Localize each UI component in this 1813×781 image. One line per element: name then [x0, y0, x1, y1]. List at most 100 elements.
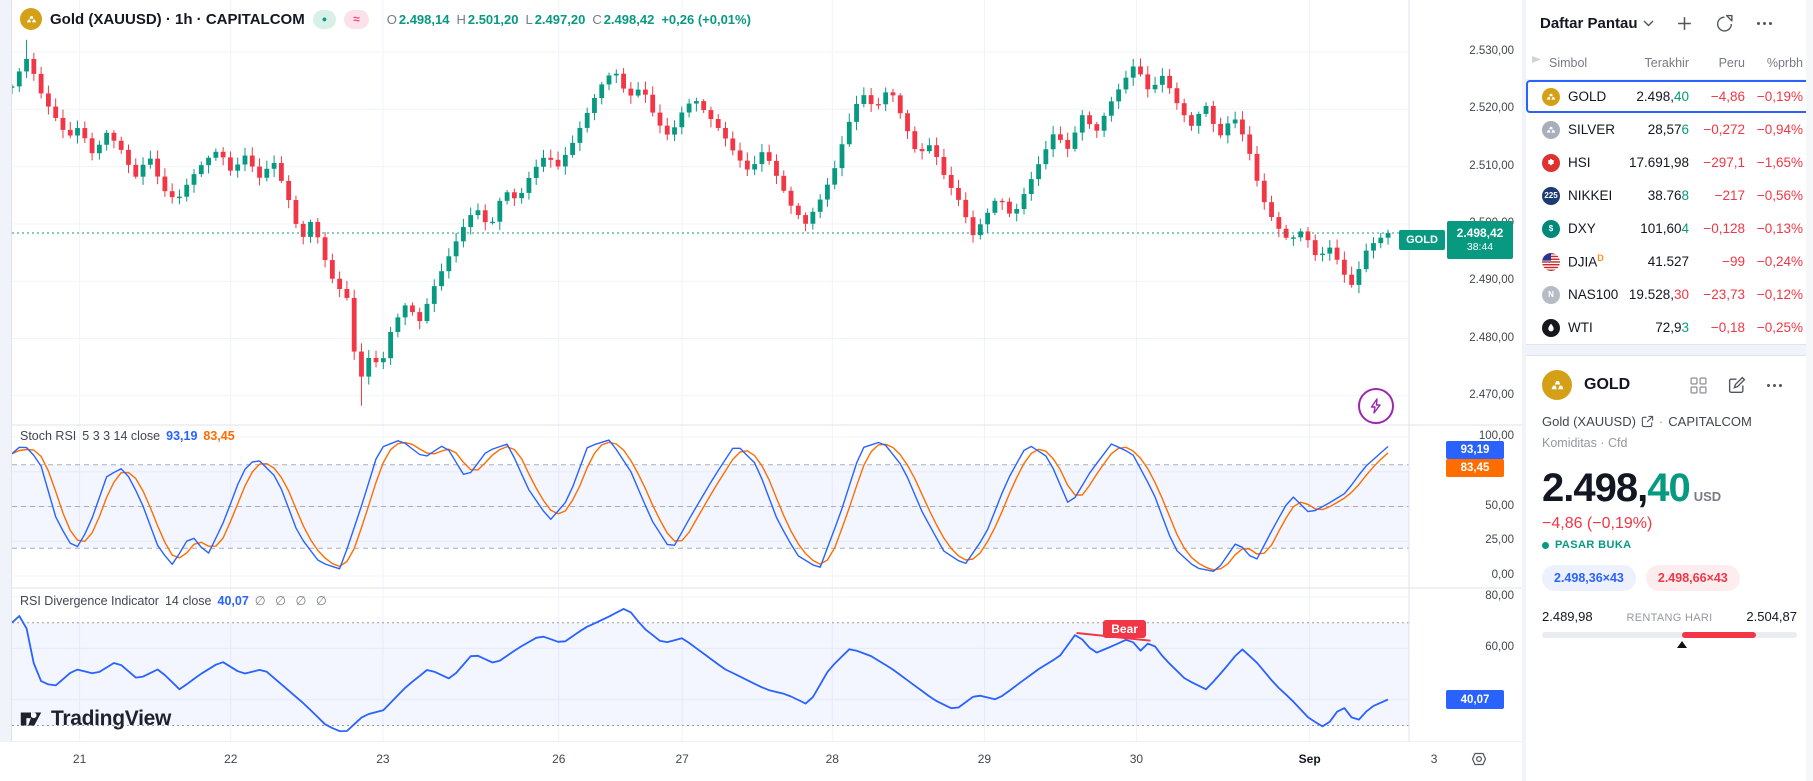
flag-column-icon	[1532, 55, 1541, 63]
price-change: −23,73	[1703, 287, 1745, 302]
watchlist-row-hsi[interactable]: ✽ HSI 17.691,98 −297,1 −1,65%	[1526, 146, 1813, 179]
symbol-logo-icon: N	[1542, 285, 1560, 304]
last-price: 19.528,30	[1628, 287, 1689, 302]
column-change[interactable]: Peru	[1718, 55, 1745, 70]
symbol-logo-icon: 225	[1542, 186, 1560, 205]
time-axis-label: 22	[224, 752, 238, 766]
last-price: 41.527	[1647, 254, 1689, 269]
bear-divergence-badge: Bear	[1103, 619, 1146, 638]
watchlist-column-headers[interactable]: Simbol Terakhir Peru %prbh	[1526, 46, 1813, 80]
stoch-title[interactable]: Stoch RSI	[20, 429, 77, 443]
day-range-low: 2.489,98	[1542, 609, 1593, 624]
data-mode-pill[interactable]: ≈	[344, 9, 369, 29]
lightning-button[interactable]	[1358, 388, 1394, 424]
low-value: 2.497,20	[534, 11, 586, 27]
detail-symbol-link[interactable]: Gold (XAUUSD)	[1542, 414, 1636, 429]
watchlist-menu-button[interactable]	[1753, 12, 1775, 34]
last-price: 38.768	[1647, 188, 1689, 203]
time-axis-label: 23	[376, 752, 390, 766]
stoch-rsi-legend[interactable]: Stoch RSI 5 3 3 14 close 93,19 83,45	[20, 429, 235, 443]
tradingview-logo-text: TradingView	[51, 707, 172, 730]
market-open-dot-icon	[1542, 541, 1549, 549]
tradingview-mark-icon	[20, 712, 42, 726]
rsi-title[interactable]: RSI Divergence Indicator	[20, 593, 159, 608]
timezone-button[interactable]	[1468, 748, 1490, 770]
watchlist-row-nas100[interactable]: N NAS100 19.528,30 −23,73 −0,12%	[1526, 278, 1813, 311]
watchlist-title: Daftar Pantau	[1540, 14, 1638, 32]
price-change: −217	[1714, 188, 1745, 203]
external-link-icon[interactable]	[1641, 415, 1654, 428]
oil-drop-icon	[1542, 318, 1560, 337]
day-range-label: RENTANG HARI	[1626, 612, 1713, 624]
column-pct[interactable]: %prbh	[1766, 55, 1803, 70]
watchlist-row-nikkei[interactable]: 225 NIKKEI 38.768 −217 −0,56%	[1526, 179, 1813, 212]
time-axis-label: 21	[72, 752, 87, 766]
layout-grid-button[interactable]	[1687, 374, 1709, 396]
symbol-name: NIKKEI	[1568, 188, 1613, 203]
rsi-params: 14 close	[164, 593, 212, 608]
close-value: 2.498,42	[603, 11, 655, 27]
stoch-k-axis-label: 93,19	[1446, 441, 1504, 459]
axis-tick-label: 60,00	[1485, 641, 1514, 654]
watchlist-header: Daftar Pantau	[1526, 0, 1813, 46]
axis-tick-label: 0,00	[1491, 569, 1514, 581]
watchlist-row-silver[interactable]: SILVER 28,576 −0,272 −0,94%	[1526, 113, 1813, 146]
time-axis[interactable]: 21 22 23 26 27 28 29 30 Sep 3	[0, 742, 1522, 781]
stoch-k-value: 93,19	[166, 429, 198, 443]
price-line-symbol-tag: GOLD	[1399, 230, 1445, 250]
add-symbol-button[interactable]	[1673, 12, 1695, 34]
time-axis-label: 29	[977, 752, 992, 766]
watchlist-row-djia[interactable]: DJIAD 41.527 −99 −0,24%	[1526, 245, 1813, 278]
column-last[interactable]: Terakhir	[1644, 55, 1689, 70]
bid-pill[interactable]: 2.498,36×43	[1542, 565, 1636, 591]
symbol-title[interactable]: Gold (XAUUSD) · 1h · CAPITALCOM	[50, 10, 305, 28]
axis-tick-label: 100,00	[1478, 430, 1514, 442]
detail-exchange[interactable]: CAPITALCOM	[1668, 414, 1752, 429]
percent-change: −0,24%	[1756, 254, 1803, 269]
column-symbol[interactable]: Simbol	[1549, 55, 1588, 70]
stoch-d-axis-label: 83,45	[1446, 459, 1504, 477]
tradingview-logo[interactable]: TradingView	[18, 706, 171, 732]
watchlist-row-gold[interactable]: GOLD 2.498,40 −4,86 −0,19%	[1526, 80, 1813, 113]
percent-change: −0,13%	[1756, 221, 1803, 236]
compose-note-button[interactable]	[1725, 374, 1747, 396]
low-label: L	[525, 11, 533, 27]
chart-canvas[interactable]	[0, 0, 1522, 781]
market-status-pill[interactable]: ●	[312, 9, 337, 29]
detail-price: 2.498,40 USD	[1542, 466, 1797, 511]
last-price: 2.498,40	[1636, 89, 1689, 104]
price-axis[interactable]: 2.530,002.520,002.510,002.500,002.490,00…	[1409, 0, 1522, 742]
delayed-data-badge: D	[1597, 253, 1604, 264]
change-value: +0,26 (+0,01%)	[661, 11, 751, 27]
detail-symbol-name: GOLD	[1584, 376, 1631, 393]
open-label: O	[386, 11, 397, 27]
symbol-legend[interactable]: Gold (XAUUSD) · 1h · CAPITALCOM ● ≈ O 2.4…	[20, 8, 751, 30]
gold-coin-icon	[20, 8, 42, 30]
axis-tick-label: 50,00	[1485, 499, 1514, 512]
symbol-name: DXY	[1568, 221, 1596, 236]
day-range-marker-icon	[1677, 641, 1688, 648]
symbol-name: DJIAD	[1568, 253, 1604, 270]
heatmap-pie-button[interactable]	[1713, 12, 1735, 34]
last-price: 28,576	[1647, 122, 1689, 137]
sidebar-scrollbar[interactable]	[1806, 0, 1813, 781]
watchlist-row-wti[interactable]: WTI 72,93 −0,18 −0,25%	[1526, 311, 1813, 344]
rsi-divergence-legend[interactable]: RSI Divergence Indicator 14 close 40,07 …	[20, 593, 330, 609]
watchlist-title-dropdown[interactable]: Daftar Pantau	[1540, 15, 1654, 32]
drawing-toolbar-collapsed[interactable]	[0, 0, 12, 781]
price-change: −4,86	[1710, 89, 1745, 104]
open-value: 2.498,14	[398, 11, 450, 27]
axis-tick-label: 80,00	[1485, 590, 1514, 602]
price-change: −99	[1722, 254, 1745, 269]
detail-type: Cfd	[1608, 436, 1628, 450]
symbol-name: WTI	[1568, 320, 1593, 335]
ohlc-values: O 2.498,14 H 2.501,20 L 2.497,20 C 2.498,42 …	[387, 12, 751, 27]
percent-change: −0,19%	[1756, 89, 1803, 104]
ask-pill[interactable]: 2.498,66×43	[1645, 565, 1740, 591]
detail-menu-button[interactable]	[1763, 374, 1785, 396]
price-tick: 40	[1647, 466, 1690, 510]
watchlist-row-dxy[interactable]: $ DXY 101,604 −0,128 −0,13%	[1526, 212, 1813, 245]
day-range-red-segment	[1682, 632, 1757, 638]
axis-tick-label: 2.490,00	[1469, 274, 1514, 287]
